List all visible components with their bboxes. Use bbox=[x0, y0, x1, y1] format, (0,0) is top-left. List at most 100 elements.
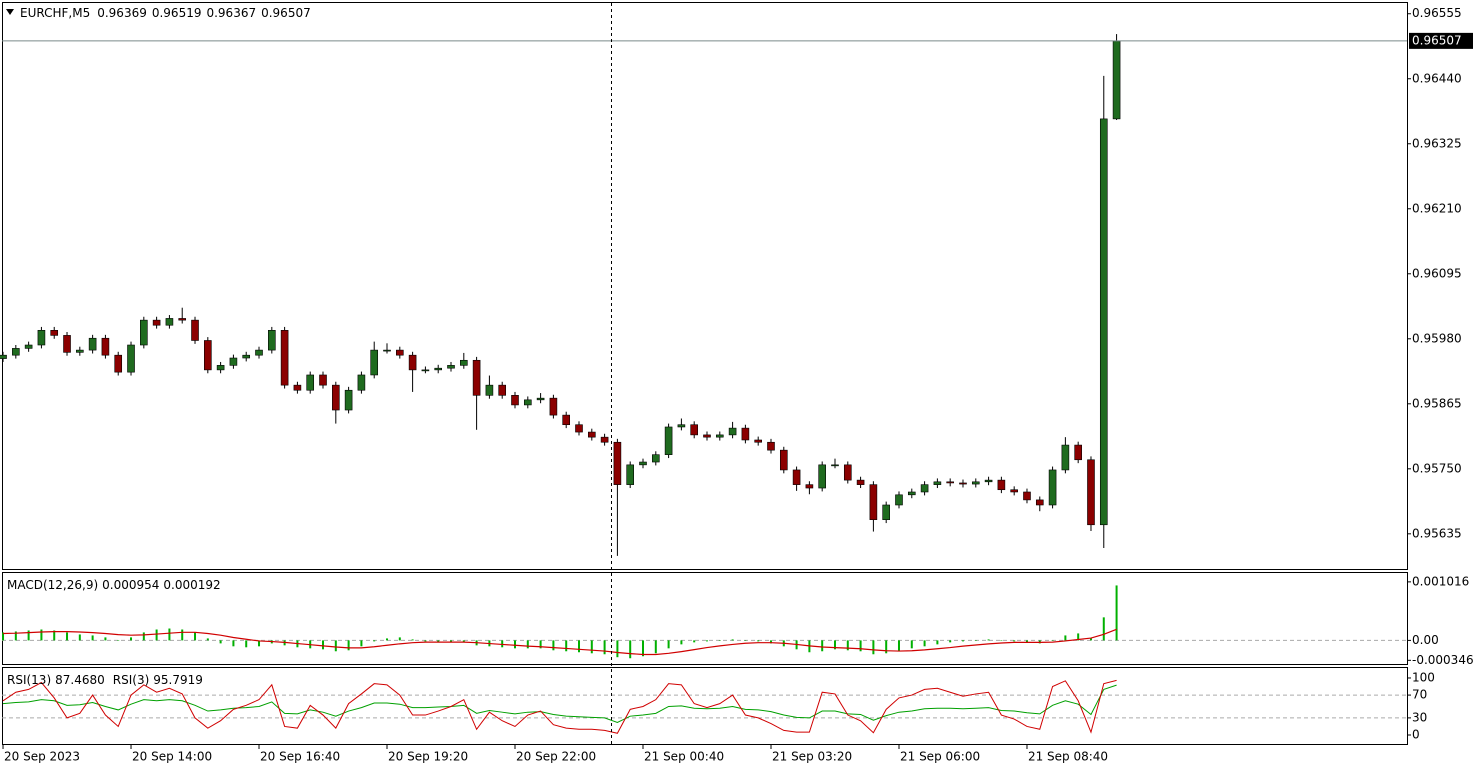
candle-body bbox=[856, 479, 865, 485]
last-price-label: 0.96507 bbox=[1412, 33, 1462, 47]
macd-bar bbox=[654, 640, 657, 654]
macd-bar bbox=[155, 629, 158, 641]
macd-bar bbox=[386, 638, 389, 641]
rsi-panel bbox=[2, 667, 1408, 745]
open-value: 0.96369 bbox=[97, 6, 147, 20]
y-tick-label: 100 bbox=[1412, 670, 1435, 684]
macd-bar bbox=[987, 639, 990, 641]
candle-body bbox=[152, 319, 161, 326]
y-tick-label: -0.000346 bbox=[1412, 653, 1474, 667]
macd-bar bbox=[66, 632, 69, 641]
macd-bar bbox=[130, 637, 133, 641]
macd-bar bbox=[232, 640, 235, 647]
close-value: 0.96507 bbox=[261, 6, 311, 20]
macd-bar bbox=[117, 640, 120, 641]
candle-body bbox=[562, 414, 571, 426]
x-tick-label: 20 Sep 14:00 bbox=[132, 750, 212, 764]
y-tick-label: 0.00 bbox=[1412, 633, 1439, 647]
macd-bar bbox=[680, 640, 683, 645]
candle-body bbox=[242, 354, 251, 359]
macd-bar bbox=[526, 640, 529, 649]
candle-body bbox=[332, 384, 340, 411]
y-tick-label: 0.95865 bbox=[1412, 396, 1462, 410]
candle-body bbox=[575, 424, 583, 433]
macd-bar bbox=[334, 640, 337, 652]
candle-body bbox=[472, 359, 481, 396]
macd-bar bbox=[40, 629, 43, 641]
macd-bar bbox=[1089, 638, 1092, 641]
macd-bar bbox=[1064, 635, 1067, 641]
x-tick-label: 20 Sep 2023 bbox=[4, 750, 80, 764]
x-tick-label: 21 Sep 03:20 bbox=[772, 750, 852, 764]
macd-value: 0.000954 bbox=[102, 578, 159, 592]
rsi-header: RSI(13) 87.4680 RSI(3) 95.7919 bbox=[7, 673, 203, 687]
macd-bar bbox=[590, 640, 593, 654]
candle-body bbox=[165, 318, 174, 326]
macd-bar bbox=[514, 640, 517, 649]
macd-bar bbox=[769, 640, 772, 644]
candle-body bbox=[293, 384, 302, 391]
y-tick-label: 0.95980 bbox=[1412, 331, 1462, 345]
macd-bar bbox=[603, 640, 606, 655]
macd-bar bbox=[14, 631, 17, 641]
candle-body bbox=[255, 349, 263, 356]
main-header: EURCHF,M5 0.96369 0.96519 0.96367 0.96507 bbox=[20, 6, 311, 20]
candle-body bbox=[88, 337, 97, 351]
candle-body bbox=[216, 365, 225, 371]
macd-bar bbox=[373, 640, 376, 642]
macd-bar bbox=[168, 628, 171, 641]
macd-bar bbox=[181, 629, 184, 641]
candle-body bbox=[0, 354, 7, 359]
candle-body bbox=[178, 318, 187, 321]
macd-bar bbox=[398, 637, 401, 641]
candle-body bbox=[588, 431, 596, 438]
y-tick-label: 0.96210 bbox=[1412, 201, 1462, 215]
macd-bar bbox=[718, 640, 721, 641]
candle-body bbox=[843, 464, 852, 481]
y-tick-label: 0.96440 bbox=[1412, 71, 1462, 85]
macd-bar bbox=[859, 640, 862, 652]
rsi13-name: RSI(13) bbox=[7, 673, 51, 687]
candle-body bbox=[306, 374, 315, 391]
macd-bar bbox=[1025, 640, 1028, 643]
macd-bar bbox=[1013, 640, 1016, 642]
macd-bar bbox=[897, 640, 900, 652]
macd-bar bbox=[923, 640, 926, 647]
x-tick-label: 20 Sep 22:00 bbox=[516, 750, 596, 764]
macd-bar bbox=[462, 640, 465, 643]
candle-body bbox=[76, 349, 84, 353]
y-tick-label: 0.001016 bbox=[1412, 574, 1469, 588]
y-tick-label: 0.96555 bbox=[1412, 6, 1462, 20]
candle-body bbox=[268, 330, 276, 351]
candle-body bbox=[690, 424, 698, 436]
macd-bar bbox=[565, 640, 568, 652]
rsi3-value: 95.7919 bbox=[153, 673, 203, 687]
candle-body bbox=[626, 464, 634, 485]
x-tick-label: 21 Sep 00:40 bbox=[644, 750, 724, 764]
candle-body bbox=[498, 384, 507, 396]
x-tick-label: 20 Sep 19:20 bbox=[388, 750, 468, 764]
candle-body bbox=[831, 464, 839, 467]
macd-bar bbox=[347, 640, 350, 651]
candle-body bbox=[114, 354, 123, 373]
macd-bar bbox=[91, 635, 94, 641]
candle-body bbox=[511, 395, 519, 406]
candle-body bbox=[421, 369, 430, 372]
macd-bar bbox=[961, 640, 964, 642]
macd-bar bbox=[910, 640, 913, 649]
candle-body bbox=[971, 481, 980, 485]
candle-body bbox=[882, 504, 890, 520]
candle-body bbox=[1074, 444, 1082, 461]
macd-bar bbox=[78, 634, 81, 641]
candle-body bbox=[1061, 444, 1070, 471]
macd-bar bbox=[872, 640, 875, 655]
macd-bar bbox=[821, 640, 824, 652]
candle-body bbox=[779, 449, 788, 471]
macd-bar bbox=[27, 630, 30, 641]
candle-body bbox=[204, 340, 212, 371]
candle-body bbox=[357, 374, 366, 391]
candle-body bbox=[869, 484, 878, 520]
y-tick-label: 0.96325 bbox=[1412, 136, 1462, 150]
